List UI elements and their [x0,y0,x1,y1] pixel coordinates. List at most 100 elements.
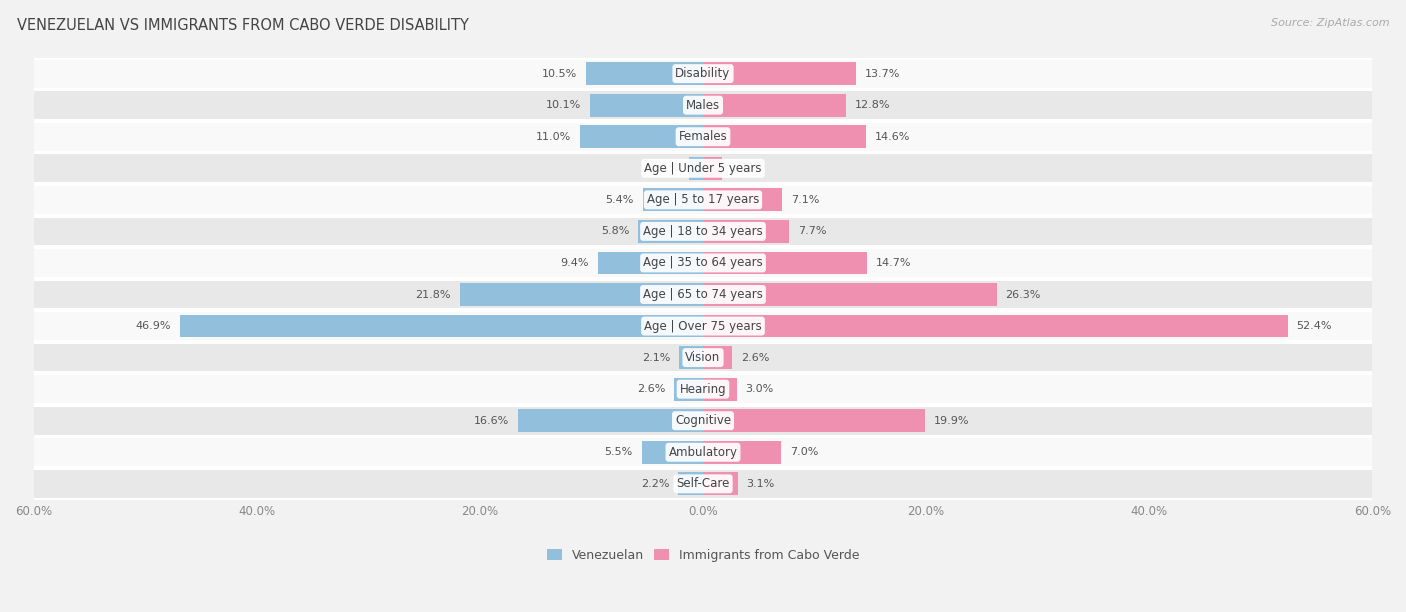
Bar [34,344,1372,371]
Bar [34,373,1372,405]
Text: 2.2%: 2.2% [641,479,669,489]
Bar [34,310,1372,342]
Bar [34,470,1372,498]
Text: 12.8%: 12.8% [855,100,890,110]
Bar [34,375,1372,403]
Text: 52.4%: 52.4% [1296,321,1331,331]
Bar [34,121,1372,152]
Bar [460,283,703,306]
Text: 7.0%: 7.0% [790,447,818,457]
Text: 3.1%: 3.1% [747,479,775,489]
Bar [598,252,703,274]
Bar [689,157,703,180]
Bar [703,409,925,432]
Bar [34,247,1372,278]
Text: Females: Females [679,130,727,143]
Text: Self-Care: Self-Care [676,477,730,490]
Bar [703,378,737,400]
Text: 11.0%: 11.0% [536,132,571,142]
Bar [679,472,703,495]
Bar [586,62,703,85]
Text: 2.6%: 2.6% [741,353,769,363]
Text: 2.1%: 2.1% [643,353,671,363]
Bar [34,405,1372,436]
Bar [517,409,703,432]
Bar [34,186,1372,214]
Bar [34,217,1372,245]
Text: Age | Under 5 years: Age | Under 5 years [644,162,762,175]
Text: Age | Over 75 years: Age | Over 75 years [644,319,762,332]
Bar [180,315,703,337]
Bar [643,188,703,211]
Text: 3.0%: 3.0% [745,384,773,394]
Text: 9.4%: 9.4% [561,258,589,268]
Text: 21.8%: 21.8% [415,289,451,299]
Text: VENEZUELAN VS IMMIGRANTS FROM CABO VERDE DISABILITY: VENEZUELAN VS IMMIGRANTS FROM CABO VERDE… [17,18,468,34]
Text: Source: ZipAtlas.com: Source: ZipAtlas.com [1271,18,1389,28]
Bar [591,94,703,116]
Bar [703,94,846,116]
Text: 14.6%: 14.6% [875,132,910,142]
Bar [703,252,868,274]
Text: 19.9%: 19.9% [934,416,970,426]
Bar [34,468,1372,499]
Text: 26.3%: 26.3% [1005,289,1040,299]
Bar [34,278,1372,310]
Legend: Venezuelan, Immigrants from Cabo Verde: Venezuelan, Immigrants from Cabo Verde [547,549,859,562]
Bar [703,125,866,148]
Bar [34,342,1372,373]
Bar [641,441,703,464]
Text: 2.6%: 2.6% [637,384,665,394]
Text: 1.2%: 1.2% [652,163,681,173]
Bar [34,281,1372,308]
Bar [703,220,789,243]
Bar [34,152,1372,184]
Text: Age | 18 to 34 years: Age | 18 to 34 years [643,225,763,238]
Text: Age | 35 to 64 years: Age | 35 to 64 years [643,256,763,269]
Bar [34,60,1372,88]
Text: Cognitive: Cognitive [675,414,731,427]
Text: Disability: Disability [675,67,731,80]
Bar [581,125,703,148]
Bar [34,154,1372,182]
Text: Hearing: Hearing [679,382,727,396]
Bar [703,188,782,211]
Bar [703,346,733,369]
Bar [34,123,1372,151]
Bar [34,249,1372,277]
Text: 1.7%: 1.7% [731,163,759,173]
Bar [34,407,1372,435]
Bar [703,283,997,306]
Bar [34,215,1372,247]
Text: Vision: Vision [685,351,721,364]
Text: 14.7%: 14.7% [876,258,911,268]
Bar [34,312,1372,340]
Bar [703,441,782,464]
Bar [703,315,1288,337]
Bar [703,157,721,180]
Bar [673,378,703,400]
Text: Ambulatory: Ambulatory [668,446,738,459]
Text: 7.7%: 7.7% [797,226,827,236]
Bar [679,346,703,369]
Text: 7.1%: 7.1% [792,195,820,205]
Text: 46.9%: 46.9% [135,321,170,331]
Text: 5.8%: 5.8% [600,226,630,236]
Text: 16.6%: 16.6% [474,416,509,426]
Bar [34,436,1372,468]
Bar [638,220,703,243]
Text: 10.5%: 10.5% [541,69,576,78]
Text: 5.4%: 5.4% [606,195,634,205]
Text: Age | 5 to 17 years: Age | 5 to 17 years [647,193,759,206]
Bar [34,91,1372,119]
Bar [34,438,1372,466]
Text: 5.5%: 5.5% [605,447,633,457]
Text: 13.7%: 13.7% [865,69,900,78]
Bar [703,62,856,85]
Text: 10.1%: 10.1% [546,100,582,110]
Text: Age | 65 to 74 years: Age | 65 to 74 years [643,288,763,301]
Bar [34,184,1372,215]
Bar [34,58,1372,89]
Bar [34,89,1372,121]
Text: Males: Males [686,99,720,111]
